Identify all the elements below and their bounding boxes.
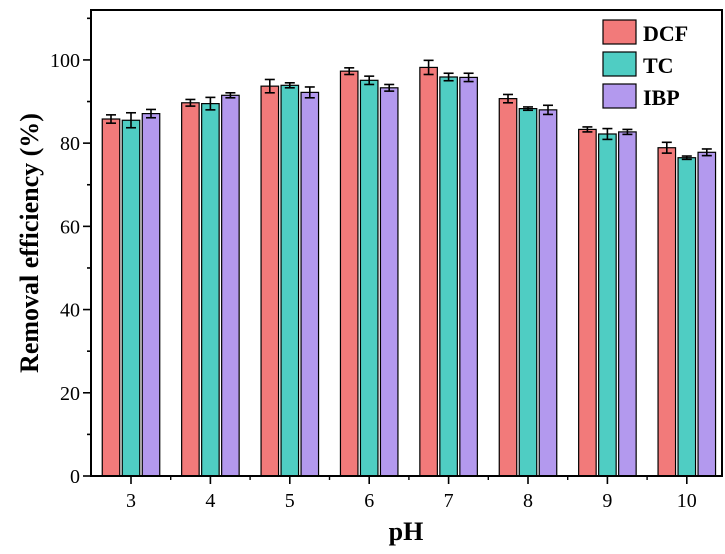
y-tick-label-100: 100 (50, 50, 80, 72)
x-tick-label-3: 3 (126, 490, 136, 512)
bar-ibp-ph-7 (459, 76, 478, 477)
bar-tc-ph-6 (359, 79, 379, 477)
error-bar-dcf-ph-5 (264, 78, 275, 94)
error-bar-tc-ph-7 (443, 72, 454, 82)
bar-ibp-ph-6 (379, 87, 399, 477)
bar-tc-ph-10 (677, 157, 697, 477)
error-bar-ibp-ph-7 (463, 72, 474, 83)
bar-dcf-ph-3 (101, 118, 121, 477)
y-tick-label-80: 80 (60, 133, 80, 155)
bar-dcf-ph-8 (498, 98, 518, 477)
bar-tc-ph-8 (518, 108, 538, 477)
error-bar-tc-ph-4 (205, 96, 216, 111)
error-bar-ibp-ph-9 (622, 128, 633, 136)
error-bar-dcf-ph-10 (661, 141, 672, 154)
x-tick-label-8: 8 (523, 490, 533, 512)
error-bar-ibp-ph-4 (225, 91, 236, 99)
x-axis-label: pH (389, 517, 424, 546)
bar-dcf-ph-10 (657, 147, 677, 477)
error-bar-ibp-ph-8 (543, 104, 553, 116)
bar-ibp-ph-10 (697, 151, 717, 477)
error-bar-tc-ph-9 (602, 127, 613, 141)
legend-label-tc: TC (643, 53, 674, 78)
x-tick-label-10: 10 (677, 490, 697, 512)
bar-tc-ph-9 (598, 133, 617, 477)
x-tick-label-7: 7 (444, 490, 454, 512)
error-bar-ibp-ph-3 (146, 108, 156, 119)
bars-layer (101, 59, 717, 477)
y-tick-label-0: 0 (70, 466, 80, 488)
axes-layer: 0 20 40 60 80 100 3 4 5 6 7 8 9 10 (50, 17, 697, 512)
error-bar-dcf-ph-3 (106, 114, 116, 124)
x-tick-label-4: 4 (205, 490, 215, 512)
legend-swatch-tc (602, 51, 637, 77)
bar-tc-ph-4 (201, 103, 220, 477)
legend-label-dcf: DCF (643, 21, 688, 46)
y-tick-label-40: 40 (60, 300, 80, 322)
y-tick-label-60: 60 (60, 216, 80, 238)
bar-dcf-ph-7 (419, 66, 438, 477)
error-bar-ibp-ph-6 (384, 83, 395, 92)
error-bar-dcf-ph-7 (423, 59, 434, 76)
plot-frame (90, 9, 723, 477)
legend-swatch-dcf (602, 19, 637, 45)
bar-ibp-ph-3 (141, 113, 161, 477)
bar-ibp-ph-5 (300, 91, 320, 477)
error-bar-tc-ph-3 (126, 111, 136, 129)
legend: DCF TC IBP (602, 19, 688, 110)
error-bar-tc-ph-5 (284, 82, 295, 89)
bar-dcf-ph-4 (181, 102, 200, 477)
bar-ibp-ph-4 (221, 94, 240, 477)
legend-swatch-ibp (602, 83, 637, 109)
y-tick-label-20: 20 (60, 383, 80, 405)
bar-ibp-ph-9 (618, 131, 637, 477)
error-bar-ibp-ph-10 (701, 148, 712, 157)
x-tick-label-6: 6 (364, 490, 374, 512)
error-bar-dcf-ph-4 (185, 98, 196, 107)
x-tick-label-9: 9 (602, 490, 612, 512)
bar-dcf-ph-5 (260, 85, 280, 477)
error-bar-dcf-ph-8 (503, 93, 513, 104)
y-axis-label: Removal efficiency (%) (15, 113, 44, 373)
error-bar-tc-ph-10 (681, 155, 692, 161)
bar-tc-ph-3 (121, 119, 141, 477)
x-tick-label-5: 5 (285, 490, 295, 512)
error-bar-dcf-ph-9 (582, 126, 593, 133)
bar-ibp-ph-8 (538, 109, 558, 477)
legend-label-ibp: IBP (643, 85, 680, 110)
bar-dcf-ph-9 (578, 128, 597, 477)
error-bar-dcf-ph-6 (344, 67, 355, 76)
error-bar-ibp-ph-5 (304, 86, 315, 99)
error-bar-tc-ph-6 (364, 75, 375, 86)
error-bar-tc-ph-8 (523, 106, 533, 112)
bar-dcf-ph-6 (339, 70, 359, 477)
bar-tc-ph-5 (280, 84, 300, 477)
bar-tc-ph-7 (439, 76, 458, 477)
